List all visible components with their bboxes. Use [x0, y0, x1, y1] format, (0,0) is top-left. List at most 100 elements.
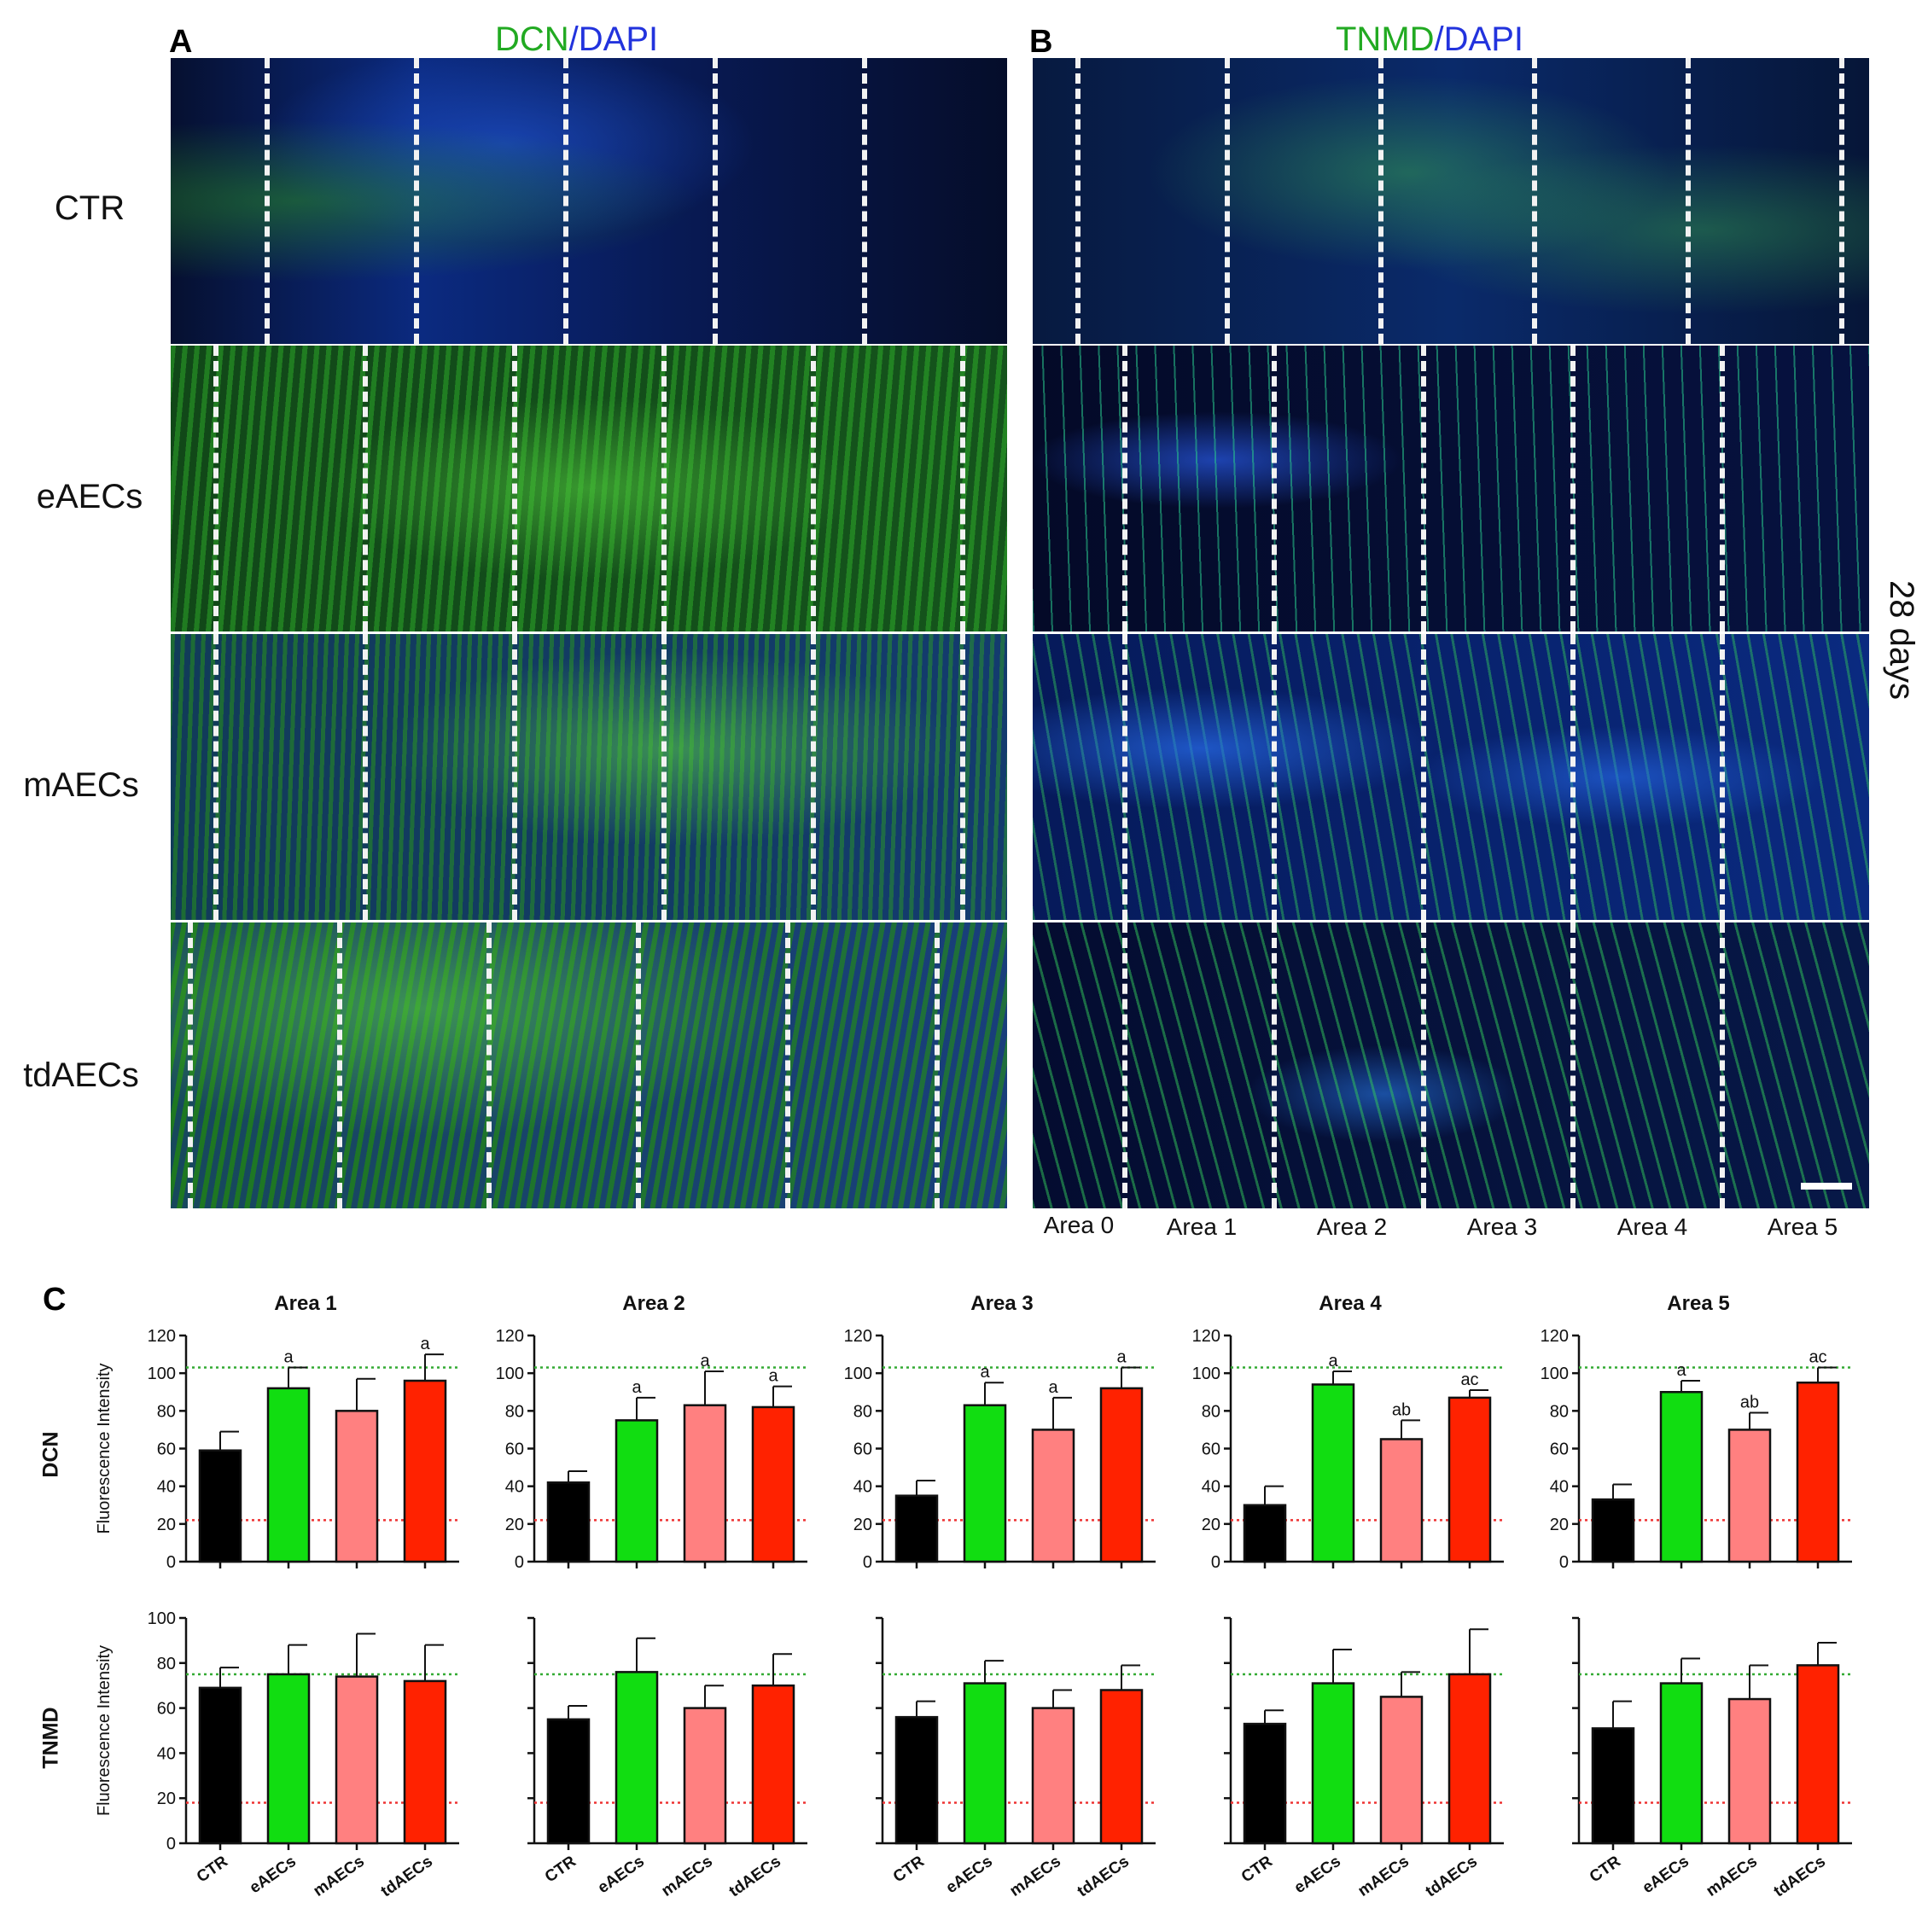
bar-eaecs — [963, 1682, 1007, 1845]
y-tick-label: 40 — [157, 1744, 176, 1763]
panel-c-letter: C — [43, 1282, 67, 1318]
chart-title: Area 2 — [622, 1292, 684, 1315]
bar-maecs — [1727, 1697, 1772, 1845]
area-label-3: Area 3 — [1466, 1213, 1538, 1240]
area-boundary-dash — [1421, 634, 1426, 920]
x-tick-label: CTR — [1238, 1853, 1276, 1887]
bar-ctr — [1243, 1722, 1287, 1845]
significance-label: a — [632, 1378, 642, 1397]
area-boundary-dash — [1570, 922, 1576, 1208]
x-tick-label: CTR — [194, 1853, 231, 1887]
significance-label: a — [1676, 1361, 1686, 1380]
y-tick-label: 100 — [844, 1365, 872, 1383]
area-boundary-dash — [811, 346, 816, 631]
panel-a-title: DCN/DAPI — [495, 20, 658, 59]
y-tick-label: 80 — [853, 1402, 872, 1421]
x-tick-label: tdAECs — [378, 1853, 436, 1901]
bar-maecs — [1031, 1707, 1075, 1845]
bar-eaecs — [1311, 1383, 1355, 1563]
bar-ctr — [546, 1481, 591, 1563]
y-tick-label: 80 — [1202, 1402, 1220, 1421]
micrograph-tnmd-row-0 — [1033, 58, 1869, 346]
y-tick-label: 80 — [505, 1402, 524, 1421]
area-boundary-dash — [1075, 58, 1080, 344]
y-tick-label: 40 — [505, 1478, 524, 1497]
y-tick-label: 20 — [1550, 1516, 1569, 1534]
bar-maecs — [335, 1675, 379, 1845]
bar-maecs — [1727, 1429, 1772, 1563]
y-axis-label: Fluorescence Intensity — [95, 1363, 114, 1533]
chart-title: Area 3 — [970, 1292, 1033, 1315]
x-tick-label: CTR — [542, 1853, 580, 1887]
bar-maecs — [1031, 1429, 1075, 1563]
x-tick-label: CTR — [890, 1853, 928, 1887]
y-tick-label: 0 — [166, 1553, 176, 1572]
bar-tdaecs — [1099, 1689, 1144, 1845]
y-tick-label: 100 — [496, 1365, 524, 1383]
significance-label: a — [768, 1367, 778, 1386]
x-tick-label: tdAECs — [1075, 1853, 1133, 1901]
bar-tdaecs — [1796, 1664, 1840, 1845]
bar-tdaecs — [751, 1405, 795, 1563]
area-boundary-dash — [512, 634, 517, 920]
area-boundary-dash — [1378, 58, 1383, 344]
area-boundary-dash — [1225, 58, 1230, 344]
y-tick-label: 80 — [157, 1655, 176, 1673]
area-label-2: Area 2 — [1316, 1213, 1388, 1240]
bar-ctr — [894, 1715, 939, 1845]
area-boundary-dash — [337, 922, 342, 1208]
area-boundary-dash — [960, 346, 965, 631]
bar-eaecs — [615, 1671, 659, 1845]
area-boundary-dash — [785, 922, 790, 1208]
bar-eaecs — [1659, 1391, 1704, 1563]
area-label-5: Area 5 — [1767, 1213, 1838, 1240]
area-boundary-dash — [935, 922, 940, 1208]
area-boundary-dash — [363, 634, 368, 920]
x-tick-label: tdAECs — [1423, 1853, 1481, 1901]
area-boundary-dash — [960, 634, 965, 920]
micrograph-dcn-row-1 — [171, 346, 1007, 634]
bar-maecs — [1379, 1438, 1424, 1563]
area-boundary-dash — [1272, 634, 1277, 920]
significance-label: ac — [1809, 1348, 1826, 1367]
x-tick-label: eAECs — [595, 1853, 648, 1897]
y-tick-label: 60 — [853, 1440, 872, 1459]
area-boundary-dash — [1720, 346, 1725, 631]
micrograph-dcn-row-2 — [171, 634, 1007, 922]
x-tick-label: mAECs — [310, 1853, 367, 1900]
panel-a-letter: A — [169, 24, 193, 60]
area-boundary-dash — [1272, 922, 1277, 1208]
bar-tdaecs — [751, 1684, 795, 1845]
area-boundary-dash — [188, 922, 193, 1208]
y-tick-label: 120 — [148, 1327, 176, 1346]
chart-title: Area 4 — [1319, 1292, 1382, 1315]
area-boundary-dash — [1421, 346, 1426, 631]
y-tick-label: 100 — [1541, 1365, 1569, 1383]
significance-label: ab — [1392, 1400, 1411, 1419]
area-boundary-dash — [1570, 346, 1576, 631]
y-tick-label: 40 — [1550, 1478, 1569, 1497]
y-tick-label: 120 — [496, 1327, 524, 1346]
x-tick-label: eAECs — [247, 1853, 300, 1897]
bar-ctr — [546, 1718, 591, 1845]
x-tick-label: CTR — [1587, 1853, 1624, 1887]
area-boundary-dash — [1272, 346, 1277, 631]
significance-label: a — [1048, 1378, 1058, 1397]
significance-label: a — [1116, 1348, 1127, 1367]
y-tick-label: 60 — [157, 1700, 176, 1719]
panel-a-title-green: DCN — [495, 20, 569, 58]
y-tick-label: 60 — [1550, 1440, 1569, 1459]
area-boundary-dash — [563, 58, 568, 344]
bar-eaecs — [266, 1387, 311, 1563]
y-tick-label: 0 — [1211, 1553, 1220, 1572]
micrograph-tnmd-row-2 — [1033, 634, 1869, 922]
row-label-ctr: CTR — [54, 189, 125, 227]
x-tick-label: tdAECs — [726, 1853, 784, 1901]
bar-maecs — [1379, 1696, 1424, 1845]
panel-b-letter: B — [1029, 24, 1053, 60]
bar-eaecs — [266, 1673, 311, 1845]
y-axis-label: Fluorescence Intensity — [95, 1645, 114, 1816]
y-tick-label: 80 — [157, 1402, 176, 1421]
bar-eaecs — [1311, 1682, 1355, 1845]
